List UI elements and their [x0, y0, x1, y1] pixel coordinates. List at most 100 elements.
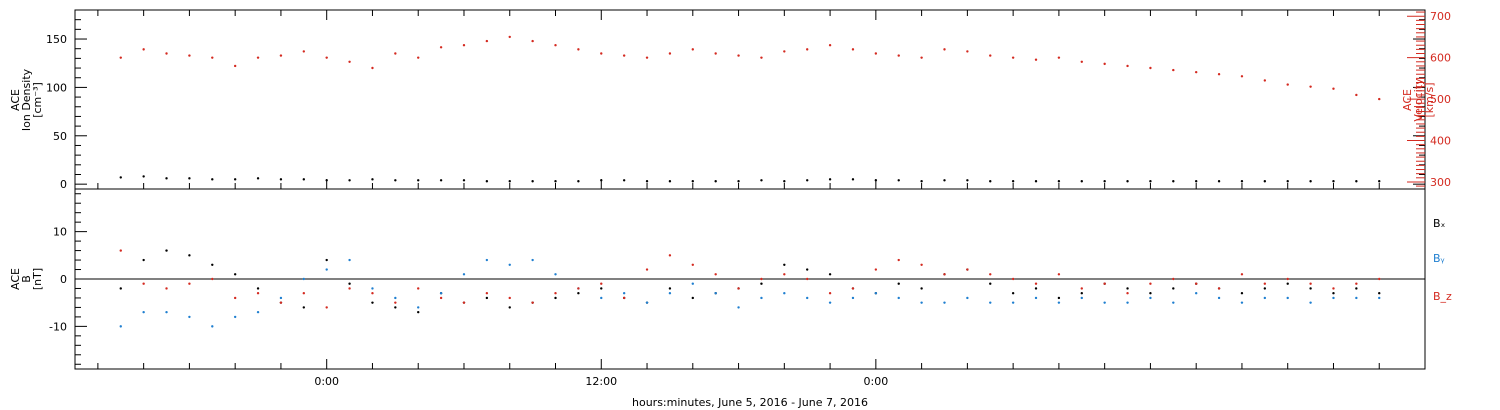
velocity-point	[233, 64, 237, 68]
bz-point	[920, 263, 923, 266]
velocity-tick-label: 400	[1430, 135, 1451, 148]
velocity-point	[622, 54, 626, 57]
velocity-point	[874, 52, 878, 55]
density-point	[1378, 180, 1381, 183]
velocity-point	[1103, 62, 1106, 66]
time-tick-label: 0:00	[863, 375, 888, 388]
bx-point	[1309, 287, 1312, 290]
bz-point	[554, 292, 557, 295]
velocity-tick-label: 700	[1430, 10, 1451, 23]
velocity-point	[348, 60, 351, 63]
bz-point	[1057, 273, 1061, 276]
by-point	[394, 296, 397, 300]
velocity-tick-label: 600	[1430, 52, 1451, 65]
by-point	[897, 296, 900, 300]
bx-point	[1126, 287, 1129, 290]
velocity-point	[279, 54, 283, 57]
by-point	[828, 301, 832, 304]
bz-point	[439, 296, 443, 300]
bz-point	[622, 296, 626, 300]
b-ylabel-line-3: [nT]	[31, 268, 44, 290]
by-point	[1103, 301, 1106, 304]
bx-point	[1240, 292, 1244, 295]
density-series	[119, 175, 1381, 183]
bz-point	[1378, 277, 1381, 281]
b-tick-label: 10	[53, 226, 67, 239]
time-axis: 0:00 12:00 0:00	[97, 10, 1380, 388]
velocity-point	[1080, 60, 1083, 63]
by-point	[1011, 301, 1015, 304]
velocity-point	[851, 48, 855, 51]
velocity-point	[897, 54, 900, 57]
bz-point	[966, 268, 969, 271]
by-point	[600, 296, 603, 300]
density-point	[508, 180, 511, 183]
velocity-point	[1263, 79, 1267, 82]
velocity-point	[302, 50, 306, 53]
velocity-point	[325, 56, 328, 59]
bx-point	[600, 287, 603, 290]
bottom-panel: -10 0 10 ACE B [nT] Bₓ Bᵧ B_z	[9, 188, 1452, 370]
bz-point	[1309, 282, 1312, 285]
bz-point	[851, 287, 855, 290]
by-point	[1286, 296, 1289, 300]
bz-point	[1286, 277, 1289, 281]
density-point	[531, 180, 534, 183]
bz-point	[1149, 282, 1152, 285]
bx-point	[348, 282, 351, 285]
density-point	[394, 179, 397, 182]
bz-point	[828, 292, 832, 295]
velocity-point	[943, 48, 946, 51]
b-axis: -10 0 10	[49, 193, 87, 365]
bz-point	[165, 287, 168, 290]
bz-point	[737, 287, 740, 290]
velocity-point	[165, 52, 168, 55]
velocity-point	[1149, 66, 1152, 70]
density-point	[897, 179, 900, 182]
density-axis: 0 50 100 150	[46, 19, 1425, 191]
density-point	[1034, 180, 1038, 183]
bz-point	[211, 277, 214, 281]
bx-point	[211, 263, 214, 266]
by-point	[920, 301, 923, 304]
by-point	[279, 296, 283, 300]
density-point	[714, 180, 717, 183]
bx-point	[508, 306, 511, 309]
by-point	[1309, 301, 1312, 304]
bz-point	[577, 287, 580, 290]
velocity-point	[417, 56, 420, 59]
velocity-point	[989, 54, 992, 57]
velocity-point	[1309, 85, 1312, 88]
top-panel-frame	[74, 9, 1426, 190]
bx-point	[1332, 292, 1335, 295]
bx-point	[1011, 292, 1015, 295]
velocity-tick-label: 500	[1430, 93, 1451, 106]
velocity-point	[531, 39, 534, 43]
density-point	[1080, 180, 1083, 183]
velocity-point	[142, 48, 145, 51]
density-point	[554, 180, 557, 183]
density-point	[920, 180, 923, 183]
by-point	[531, 258, 534, 262]
velocity-point	[1011, 56, 1015, 59]
density-point	[1263, 180, 1267, 183]
density-point	[1286, 180, 1289, 183]
bx-point	[828, 273, 832, 276]
bx-point	[1378, 292, 1381, 295]
density-point	[783, 180, 786, 183]
bz-point	[783, 273, 786, 276]
bz-point	[348, 287, 351, 290]
bz-point	[531, 301, 534, 304]
b-tick-label: -10	[49, 320, 67, 333]
velocity-point	[1194, 70, 1198, 74]
velocity-point	[600, 52, 603, 55]
by-point	[645, 301, 649, 304]
bx-point	[142, 258, 145, 262]
velocity-point	[668, 52, 672, 55]
velocity-point	[737, 54, 740, 57]
density-point	[485, 180, 489, 183]
bz-point	[508, 296, 511, 300]
velocity-point	[188, 54, 191, 57]
density-point	[622, 179, 626, 182]
bx-point	[325, 258, 328, 262]
